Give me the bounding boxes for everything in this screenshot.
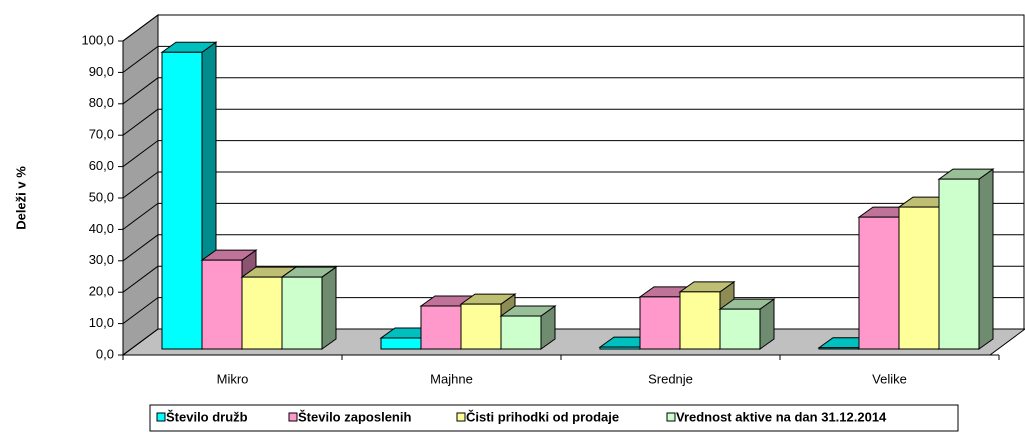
bar: [858, 216, 900, 350]
grid-line: [122, 328, 159, 356]
grid-line: [122, 77, 159, 105]
y-tick-label: 60,0: [89, 158, 114, 173]
y-tick-label: 90,0: [89, 64, 114, 79]
bar: [679, 291, 721, 350]
x-tick-label: Majhne: [430, 371, 473, 386]
bar-side: [978, 168, 994, 350]
legend-label: Vrednost aktive na dan 31.12.2014: [676, 409, 887, 424]
bar: [938, 178, 980, 350]
bar: [818, 347, 860, 350]
legend-swatch: [156, 412, 166, 422]
bar: [161, 51, 203, 350]
bar: [500, 315, 542, 350]
bar: [460, 303, 502, 350]
legend-label: Število zaposlenih: [298, 409, 411, 424]
grid-line: [122, 45, 159, 73]
grid-line: [122, 171, 159, 199]
x-tick-label: Mikro: [217, 371, 249, 386]
bar-side: [321, 266, 337, 350]
grid-line: [122, 234, 159, 262]
bar: [380, 337, 422, 350]
y-tick-label: 70,0: [89, 127, 114, 142]
grid-line: [122, 14, 159, 42]
legend: [149, 404, 959, 432]
bar: [281, 276, 323, 350]
bar: [420, 305, 462, 350]
x-tick-label: Srednje: [648, 371, 693, 386]
bar: [719, 308, 761, 350]
legend-swatch: [288, 412, 298, 422]
y-tick-label: 10,0: [89, 315, 114, 330]
grid-line: [122, 108, 159, 136]
bar: [201, 259, 243, 350]
grid-line: [122, 202, 159, 230]
y-tick-label: 30,0: [89, 252, 114, 267]
y-tick-label: 0,0: [96, 346, 114, 361]
x-tick-label: Velike: [872, 371, 907, 386]
y-tick-label: 100,0: [81, 32, 114, 47]
legend-label: Čisti prihodki od prodaje: [466, 409, 619, 424]
y-tick-label: 50,0: [89, 189, 114, 204]
grid-line: [122, 297, 159, 325]
bar: [241, 276, 283, 350]
grid-line: [122, 265, 159, 293]
y-tick-label: 20,0: [89, 284, 114, 299]
y-tick-label: 80,0: [89, 95, 114, 110]
y-tick-label: 40,0: [89, 221, 114, 236]
bar: [599, 346, 641, 350]
grid-line: [122, 140, 159, 168]
legend-swatch: [666, 412, 676, 422]
bar: [639, 296, 681, 350]
y-axis-title: Deleži v %: [13, 166, 28, 230]
legend-swatch: [456, 412, 466, 422]
bar: [898, 206, 940, 350]
legend-label: Število družb: [166, 409, 248, 424]
